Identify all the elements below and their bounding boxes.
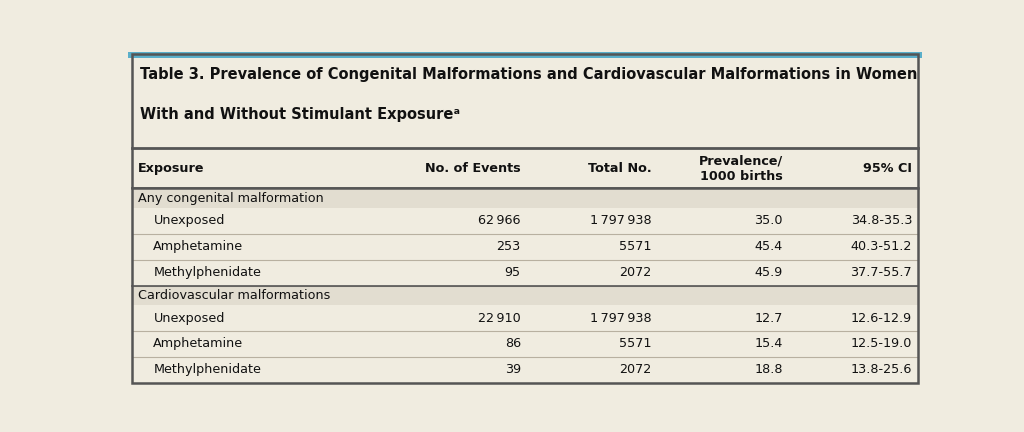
Text: Amphetamine: Amphetamine (154, 240, 244, 253)
Text: With and Without Stimulant Exposureᵃ: With and Without Stimulant Exposureᵃ (140, 107, 460, 122)
Text: 12.6-12.9: 12.6-12.9 (851, 311, 912, 324)
Text: 18.8: 18.8 (755, 363, 782, 376)
Text: Table 3. Prevalence of Congenital Malformations and Cardiovascular Malformations: Table 3. Prevalence of Congenital Malfor… (140, 67, 918, 82)
Text: 253: 253 (497, 240, 521, 253)
Text: 5571: 5571 (620, 240, 652, 253)
Bar (132, 188, 918, 208)
Bar (132, 286, 918, 305)
Text: 1 797 938: 1 797 938 (590, 311, 652, 324)
Text: 12.5-19.0: 12.5-19.0 (851, 337, 912, 350)
Text: Unexposed: Unexposed (154, 311, 225, 324)
Text: 95% CI: 95% CI (863, 162, 912, 175)
Text: 37.7-55.7: 37.7-55.7 (851, 266, 912, 279)
Text: 13.8-25.6: 13.8-25.6 (851, 363, 912, 376)
Text: 35.0: 35.0 (755, 214, 782, 227)
Text: 2072: 2072 (620, 266, 652, 279)
Text: Prevalence/
1000 births: Prevalence/ 1000 births (698, 154, 782, 183)
Text: 22 910: 22 910 (478, 311, 521, 324)
Text: 45.4: 45.4 (755, 240, 782, 253)
Text: 45.9: 45.9 (755, 266, 782, 279)
Text: Cardiovascular malformations: Cardiovascular malformations (137, 289, 330, 302)
Text: Exposure: Exposure (137, 162, 204, 175)
Text: 39: 39 (505, 363, 521, 376)
Text: 2072: 2072 (620, 363, 652, 376)
Text: Total No.: Total No. (588, 162, 652, 175)
Text: 1 797 938: 1 797 938 (590, 214, 652, 227)
Text: Any congenital malformation: Any congenital malformation (137, 192, 324, 205)
Text: Unexposed: Unexposed (154, 214, 225, 227)
Text: No. of Events: No. of Events (425, 162, 521, 175)
Text: 12.7: 12.7 (755, 311, 782, 324)
Text: 34.8-35.3: 34.8-35.3 (851, 214, 912, 227)
Text: 86: 86 (505, 337, 521, 350)
Text: 95: 95 (505, 266, 521, 279)
Text: 40.3-51.2: 40.3-51.2 (851, 240, 912, 253)
Bar (132, 58, 918, 148)
Text: Methylphenidate: Methylphenidate (154, 363, 261, 376)
Bar (128, 52, 922, 58)
Text: 5571: 5571 (620, 337, 652, 350)
Text: 62 966: 62 966 (478, 214, 521, 227)
Text: 15.4: 15.4 (755, 337, 782, 350)
Text: Amphetamine: Amphetamine (154, 337, 244, 350)
Text: Methylphenidate: Methylphenidate (154, 266, 261, 279)
